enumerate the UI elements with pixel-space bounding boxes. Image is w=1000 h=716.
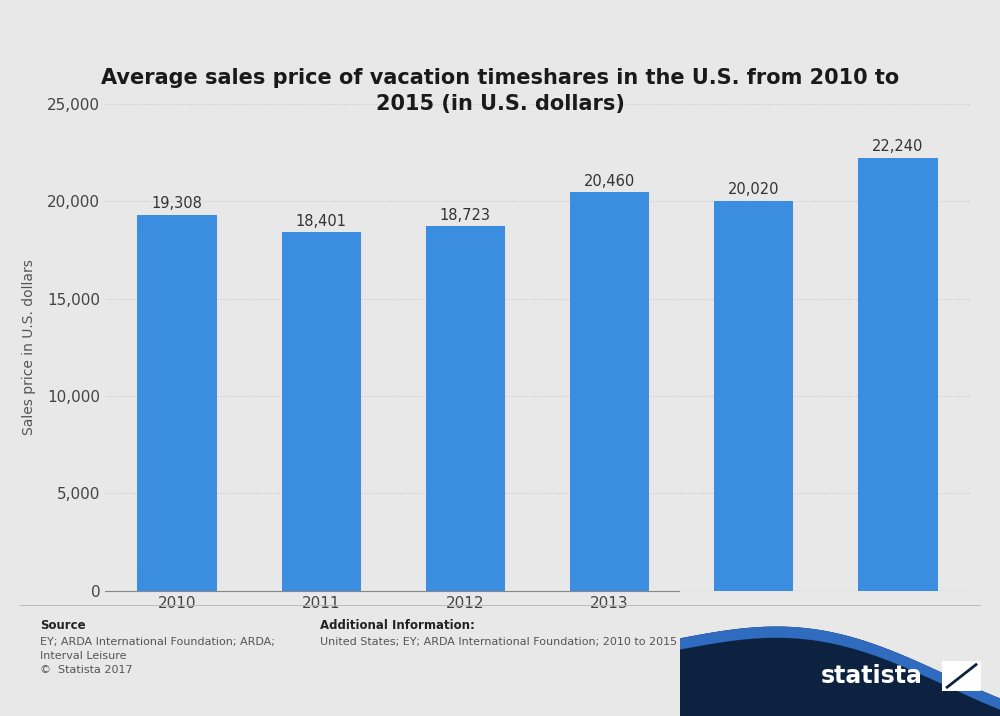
Text: 20,020: 20,020 [728,183,780,198]
Polygon shape [680,591,1000,698]
Bar [570,192,649,591]
Polygon shape [942,661,981,691]
Bar [282,232,361,591]
Text: Average sales price of vacation timeshares in the U.S. from 2010 to
2015 (in U.S: Average sales price of vacation timeshar… [101,68,899,115]
Bar [426,226,505,591]
Polygon shape [680,591,1000,716]
Text: 18,723: 18,723 [440,208,491,223]
Bar [858,158,938,591]
Y-axis label: Sales price in U.S. dollars: Sales price in U.S. dollars [22,259,36,435]
Text: Source: Source [40,619,86,632]
Text: 18,401: 18,401 [296,214,347,229]
Text: EY; ARDA International Foundation; ARDA;
Interval Leisure
©  Statista 2017: EY; ARDA International Foundation; ARDA;… [40,637,275,675]
Text: 19,308: 19,308 [152,196,203,211]
Text: statista: statista [821,664,923,688]
Text: 20,460: 20,460 [584,174,635,189]
Text: 22,240: 22,240 [872,139,924,154]
Polygon shape [680,626,1000,710]
Text: United States; EY; ARDA International Foundation; 2010 to 2015: United States; EY; ARDA International Fo… [320,637,677,647]
Bar [137,215,217,591]
Text: Additional Information:: Additional Information: [320,619,475,632]
Bar [714,200,793,591]
